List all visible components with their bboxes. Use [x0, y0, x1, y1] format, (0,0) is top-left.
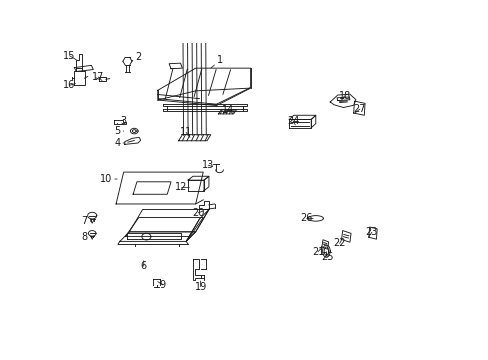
Text: 8: 8 — [81, 232, 90, 242]
Text: 27: 27 — [353, 104, 365, 114]
Text: 25: 25 — [320, 252, 333, 262]
Text: 24: 24 — [286, 116, 299, 126]
Text: 1: 1 — [210, 55, 223, 68]
Text: 14: 14 — [221, 105, 234, 115]
Text: 13: 13 — [202, 160, 214, 170]
Text: 4: 4 — [114, 138, 124, 148]
Text: 11: 11 — [180, 127, 192, 138]
Text: 21: 21 — [311, 247, 324, 257]
Text: 6: 6 — [141, 261, 146, 271]
Text: 2: 2 — [131, 52, 142, 62]
Text: 26: 26 — [300, 213, 312, 224]
Text: 7: 7 — [81, 216, 90, 226]
Text: 22: 22 — [333, 238, 345, 248]
Text: 19: 19 — [194, 281, 206, 292]
Text: 10: 10 — [100, 174, 117, 184]
Text: 16: 16 — [63, 80, 76, 90]
Text: 23: 23 — [365, 227, 377, 237]
Text: 5: 5 — [114, 126, 123, 136]
Text: 17: 17 — [92, 72, 104, 82]
Text: 20: 20 — [192, 208, 204, 218]
Text: 9: 9 — [158, 280, 165, 290]
Text: 3: 3 — [117, 116, 126, 126]
Text: 18: 18 — [338, 91, 350, 101]
Text: 12: 12 — [175, 183, 189, 192]
Text: 15: 15 — [63, 51, 76, 61]
